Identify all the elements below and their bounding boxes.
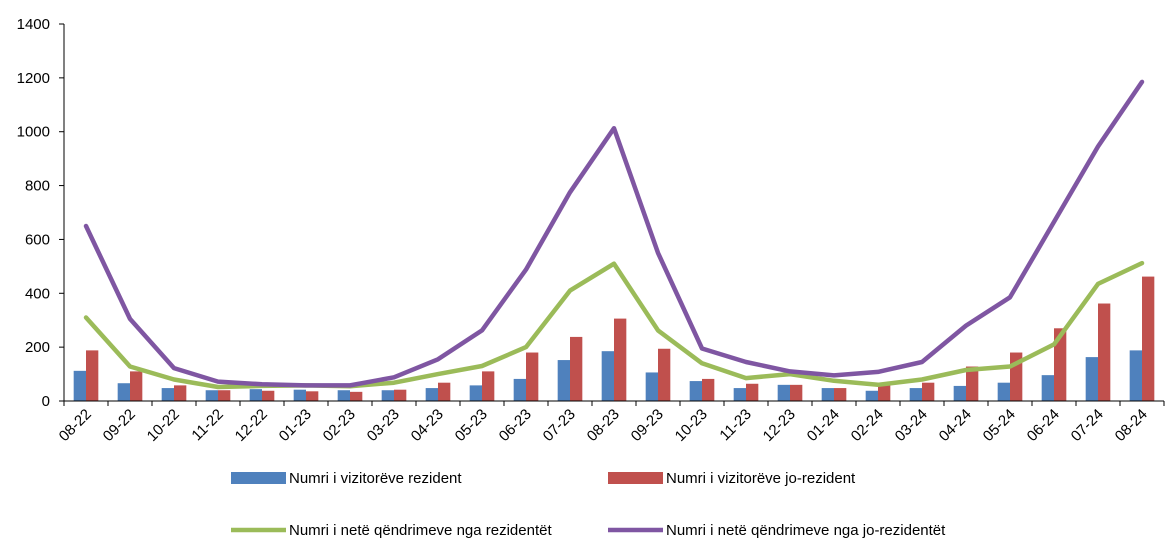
bar [1054,328,1067,401]
bar [130,371,143,401]
y-axis: 0 200 400 600 800 1000 1200 1400 [17,16,65,410]
x-tick-label: 04-23 [408,406,447,445]
bar [513,378,526,401]
bar [526,352,539,401]
bar [702,378,715,401]
legend: Numri i vizitorëve rezident Numri i vizit… [231,470,946,539]
bar [394,389,407,401]
x-tick-label: 07-23 [540,406,579,445]
bar [746,383,759,401]
x-tick-label: 12-23 [760,406,799,445]
bar [922,382,935,401]
bar [601,351,614,401]
x-tick-label: 01-24 [804,406,843,445]
bar [337,390,350,401]
bar [645,372,658,401]
x-tick-label: 11-23 [716,406,754,444]
bar [865,390,878,401]
y-tick-label: 400 [25,285,50,302]
y-tick-label: 1400 [17,16,50,33]
bar [425,388,438,401]
legend-swatch [608,472,663,484]
bar [570,336,583,401]
bar [953,385,966,401]
bar [482,371,495,401]
bar [174,385,187,401]
x-tick-label: 04-24 [936,406,975,445]
bar [557,360,570,401]
bar [73,370,86,401]
x-tick-label: 02-23 [320,406,359,445]
x-tick-label: 08-24 [1112,406,1151,445]
x-tick-label: 03-23 [364,406,403,445]
bars [73,276,1155,401]
x-tick-label: 03-24 [892,406,931,445]
series-line [83,79,1145,388]
x-tick-label: 10-22 [144,406,183,445]
bar [777,384,790,401]
legend-label: Numri i vizitorëve jo-rezident [666,470,856,487]
bar [878,385,891,401]
x-tick-label: 11-22 [188,406,226,444]
bar [86,350,99,401]
x-tick-label: 08-23 [584,406,623,445]
bar [469,385,482,401]
bar [262,390,275,401]
legend-label: Numri i netë qëndrimeve nga jo-rezidentë… [666,522,946,539]
bar [306,391,319,401]
bar [381,390,394,401]
bar [1085,357,1098,401]
bar [205,390,218,401]
bar [790,384,803,401]
x-tick-label: 10-23 [672,406,711,445]
series-lines [83,79,1145,390]
bar [438,382,451,401]
bar [689,381,702,401]
y-tick-label: 200 [25,339,50,356]
x-tick-label: 12-22 [232,406,271,445]
x-tick-label: 05-23 [452,406,491,445]
bar [997,382,1010,401]
y-tick-label: 600 [25,231,50,248]
y-tick-label: 1000 [17,124,50,141]
x-axis: 08-22 09-22 10-22 11-22 12-22 01-23 02-23 03-23… [56,400,1165,445]
x-tick-label: 06-23 [496,406,535,445]
bar [733,388,746,401]
legend-label: Numri i netë qëndrimeve nga rezidentët [289,522,552,539]
y-tick-label: 0 [42,393,50,410]
bar [821,388,834,401]
x-tick-label: 06-24 [1024,406,1063,445]
bar [1142,276,1155,401]
y-tick-label: 1200 [17,70,50,87]
x-tick-label: 01-23 [276,406,315,445]
y-tick-label: 800 [25,178,50,195]
bar [350,391,363,401]
bar [1041,375,1054,401]
bar [161,388,174,401]
x-tick-label: 07-24 [1068,406,1107,445]
x-tick-label: 02-24 [848,406,887,445]
bar [1129,350,1142,401]
bar [909,388,922,401]
x-tick-label: 08-22 [56,406,95,445]
bar [1098,303,1111,401]
bar [834,388,847,401]
x-tick-label: 05-24 [980,406,1019,445]
bar [218,390,231,401]
bar [117,383,130,401]
bar [293,389,306,401]
x-tick-label: 09-23 [628,406,667,445]
legend-label: Numri i vizitorëve rezident [289,470,462,487]
bar [966,366,979,401]
x-tick-label: 09-22 [100,406,139,445]
legend-swatch [231,472,286,484]
bar [249,389,262,401]
bar [614,318,627,401]
bar [658,348,671,401]
